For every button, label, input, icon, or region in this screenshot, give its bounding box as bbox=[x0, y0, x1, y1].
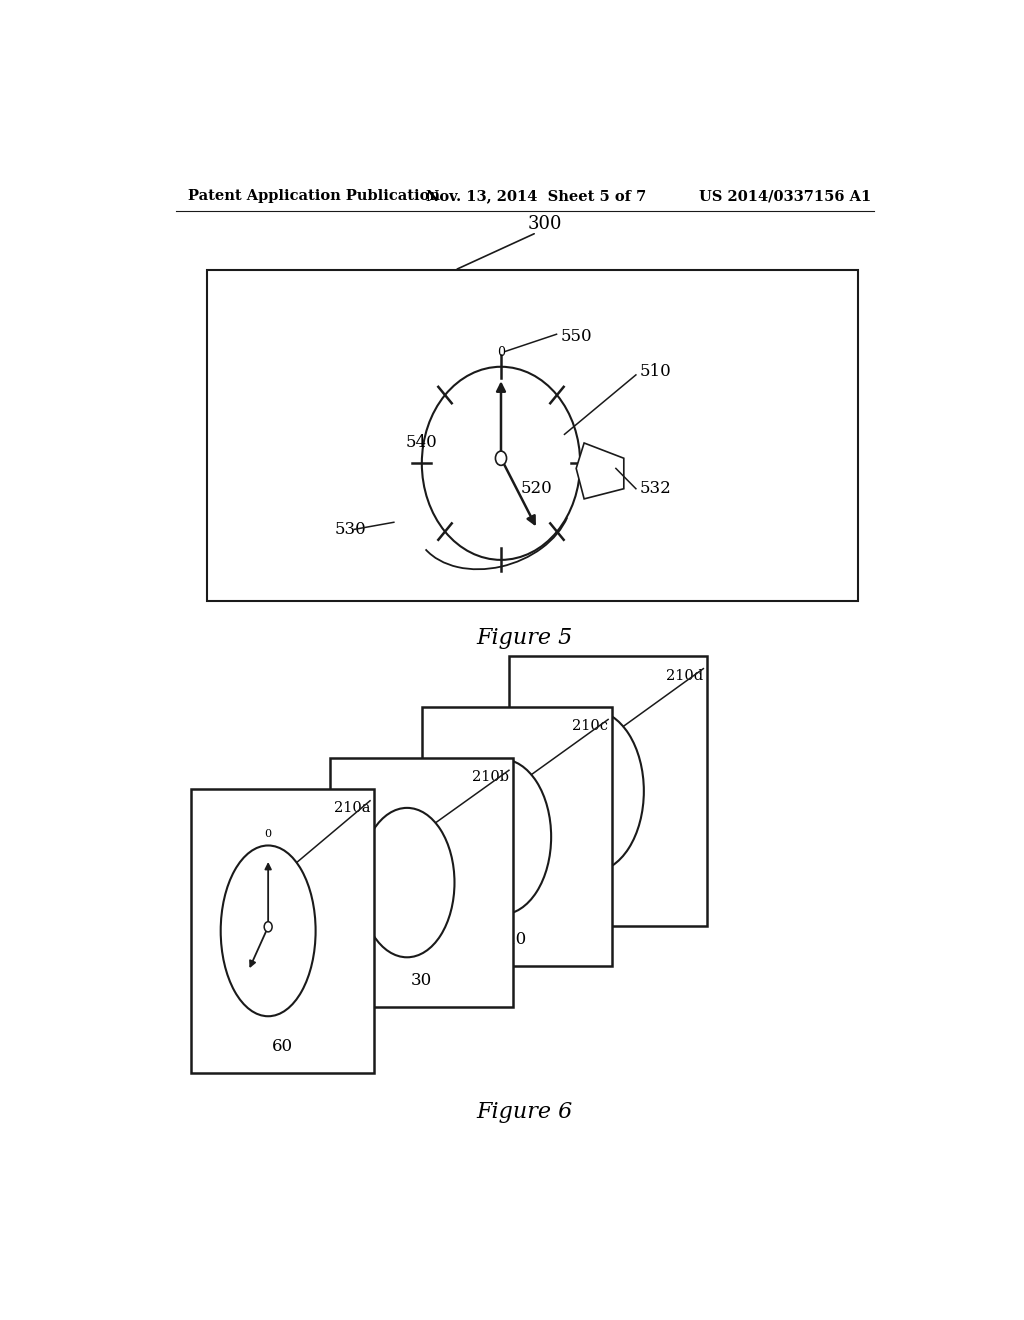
Text: 530: 530 bbox=[334, 521, 367, 537]
Text: Patent Application Publication: Patent Application Publication bbox=[187, 189, 439, 203]
Text: 210d: 210d bbox=[667, 669, 703, 682]
Ellipse shape bbox=[541, 710, 644, 873]
Polygon shape bbox=[577, 444, 624, 499]
Text: 550: 550 bbox=[560, 327, 592, 345]
Bar bbox=[331, 758, 513, 1007]
Text: 210c: 210c bbox=[572, 719, 608, 734]
Bar bbox=[509, 656, 708, 925]
Bar bbox=[422, 708, 612, 966]
Text: 210a: 210a bbox=[334, 801, 370, 814]
Text: 300: 300 bbox=[527, 215, 562, 234]
Text: Figure 5: Figure 5 bbox=[477, 627, 572, 649]
Ellipse shape bbox=[422, 367, 581, 560]
Text: 520: 520 bbox=[521, 480, 553, 498]
Ellipse shape bbox=[453, 759, 551, 915]
Text: 540: 540 bbox=[406, 434, 437, 451]
Ellipse shape bbox=[221, 846, 315, 1016]
Text: 532: 532 bbox=[640, 480, 672, 498]
Text: 0: 0 bbox=[264, 829, 271, 840]
Text: 510: 510 bbox=[640, 363, 672, 380]
Ellipse shape bbox=[359, 808, 455, 957]
Text: 60: 60 bbox=[272, 1038, 293, 1055]
Bar bbox=[207, 271, 858, 601]
Text: 10: 10 bbox=[506, 931, 527, 948]
Text: 0: 0 bbox=[497, 346, 505, 359]
Bar bbox=[191, 788, 374, 1073]
Text: 30: 30 bbox=[411, 972, 432, 989]
Text: US 2014/0337156 A1: US 2014/0337156 A1 bbox=[699, 189, 871, 203]
Circle shape bbox=[496, 451, 507, 466]
Text: Figure 6: Figure 6 bbox=[477, 1101, 572, 1123]
Text: Nov. 13, 2014  Sheet 5 of 7: Nov. 13, 2014 Sheet 5 of 7 bbox=[426, 189, 646, 203]
Text: 210b: 210b bbox=[472, 771, 509, 784]
Text: 1: 1 bbox=[603, 891, 613, 907]
Circle shape bbox=[264, 921, 272, 932]
